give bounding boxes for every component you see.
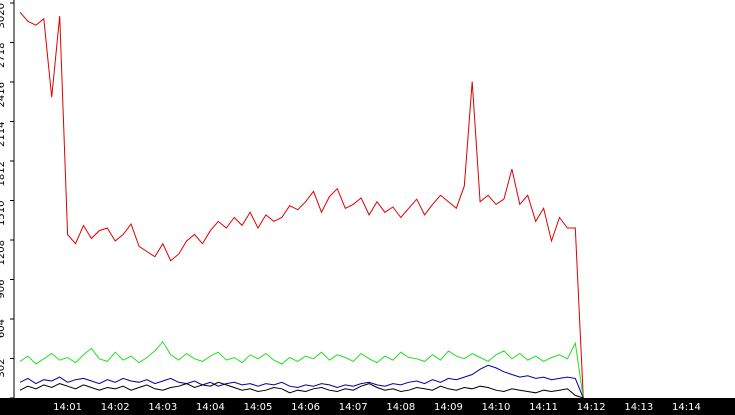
x-tick-label: 14:01 (53, 402, 82, 413)
y-tick-label: 1208 (0, 240, 7, 265)
x-tick-label: 14:03 (148, 402, 177, 413)
y-tick-label: 2114 (0, 122, 7, 147)
x-tick-label: 14:05 (244, 402, 273, 413)
x-tick-label: 14:09 (434, 402, 463, 413)
x-tick-label: 14:04 (196, 402, 225, 413)
y-tick-label: 2718 (0, 43, 7, 68)
x-tick-label: 14:12 (577, 402, 606, 413)
x-tick-label: 14:14 (672, 402, 701, 413)
x-tick-label: 14:02 (101, 402, 130, 413)
y-tick-label: 906 (0, 280, 7, 299)
y-tick-label: 2416 (0, 82, 7, 107)
x-tick-label: 14:07 (339, 402, 368, 413)
y-tick-label: 604 (0, 319, 7, 338)
x-tick-label: 14:10 (482, 402, 511, 413)
x-tick-label: 14:06 (291, 402, 320, 413)
series-line (19, 11, 584, 399)
x-tick-label: 14:08 (386, 402, 415, 413)
y-tick-label: 1510 (0, 201, 7, 226)
x-tick-label: 14:13 (624, 402, 653, 413)
series-line (19, 340, 584, 399)
y-tick-label: 0 (0, 398, 7, 404)
y-tick-label: 1812 (0, 161, 7, 186)
series-line (19, 364, 584, 399)
series-line (19, 381, 584, 399)
x-tick-label: 14:11 (529, 402, 558, 413)
y-tick-label: 302 (0, 359, 7, 378)
y-tick-label: 3020 (0, 3, 7, 28)
x-axis-band (0, 398, 735, 415)
